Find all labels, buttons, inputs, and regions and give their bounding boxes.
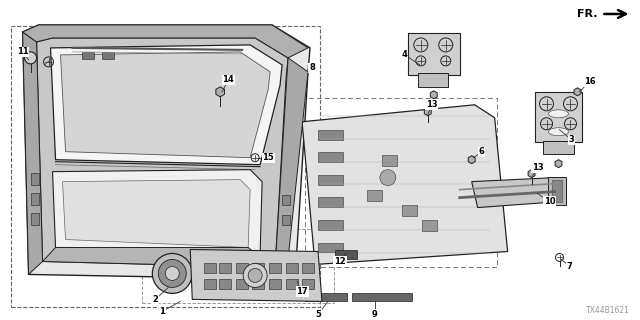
Bar [335,251,357,260]
Polygon shape [302,105,508,264]
Polygon shape [292,277,298,285]
Text: 6: 6 [479,147,484,156]
Polygon shape [528,170,535,178]
Bar [318,175,343,185]
Bar [318,197,343,207]
Bar [269,263,281,274]
Bar [204,263,216,274]
Bar [269,279,281,289]
Bar [302,263,314,274]
Polygon shape [61,52,270,158]
Bar [252,279,264,289]
Bar [83,52,95,59]
Bar [31,212,38,225]
Bar [367,190,382,201]
Circle shape [380,170,396,186]
Bar [302,279,314,289]
Text: TX44B1621: TX44B1621 [586,306,629,315]
Bar [534,92,582,142]
Text: 3: 3 [568,135,574,144]
Circle shape [152,253,192,293]
Text: 14: 14 [222,75,234,84]
Bar [236,279,248,289]
Bar [282,195,290,204]
Bar [382,155,397,166]
Polygon shape [36,38,288,268]
Bar [352,293,412,301]
Polygon shape [555,160,562,168]
Text: 5: 5 [315,310,321,319]
Text: 13: 13 [426,100,438,109]
Bar [402,204,417,216]
Polygon shape [190,250,322,301]
Polygon shape [22,25,308,58]
Polygon shape [22,25,310,279]
Polygon shape [574,88,581,96]
Bar [236,263,248,274]
Bar [31,173,38,185]
Text: 1: 1 [159,307,165,316]
Polygon shape [468,156,475,164]
Bar [305,293,347,301]
Text: 16: 16 [584,77,595,86]
Bar [31,193,38,204]
Polygon shape [430,91,437,99]
Polygon shape [275,58,308,277]
Bar [552,180,561,202]
Bar [220,263,231,274]
Text: FR.: FR. [577,9,597,19]
Bar [318,152,343,162]
Circle shape [243,263,267,287]
Polygon shape [472,178,559,208]
Bar [220,279,231,289]
Text: 17: 17 [296,287,308,296]
Text: 2: 2 [152,295,158,304]
Ellipse shape [548,128,568,136]
Polygon shape [63,180,250,247]
Polygon shape [52,170,262,254]
Bar [102,52,115,59]
Polygon shape [424,108,431,116]
Bar [282,215,290,225]
Text: 8: 8 [309,63,315,72]
Bar [286,263,298,274]
Ellipse shape [548,110,568,118]
Bar [318,130,343,140]
Polygon shape [43,247,275,268]
Circle shape [158,260,186,287]
Bar [418,73,448,87]
Circle shape [248,268,262,283]
Text: 10: 10 [544,197,556,206]
Bar [286,279,298,289]
Polygon shape [51,45,282,165]
Bar [318,220,343,230]
Bar [408,33,460,75]
Bar [318,243,343,252]
Polygon shape [22,32,43,275]
Text: 11: 11 [17,47,29,56]
Polygon shape [216,87,225,97]
Bar [252,263,264,274]
Circle shape [165,267,179,280]
Bar [422,220,436,230]
Text: 7: 7 [566,262,572,271]
Bar [543,141,575,154]
Text: 13: 13 [532,163,543,172]
Text: 4: 4 [402,50,408,60]
Text: 9: 9 [372,310,378,319]
Bar [204,279,216,289]
Text: 12: 12 [334,257,346,266]
Bar [548,177,566,204]
Text: 15: 15 [262,153,274,162]
Circle shape [24,52,36,64]
